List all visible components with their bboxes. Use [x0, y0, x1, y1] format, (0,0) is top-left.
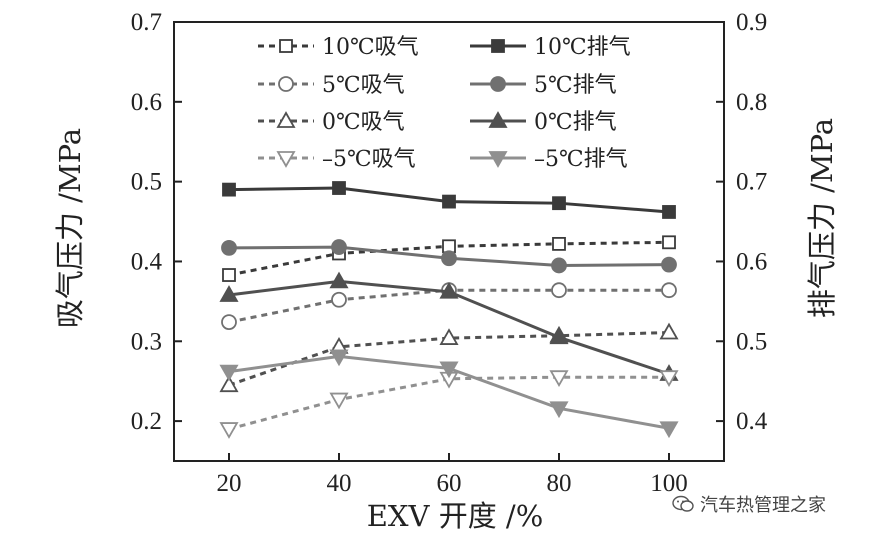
watermark: 汽车热管理之家	[672, 491, 826, 517]
data-point	[219, 364, 239, 382]
data-point	[549, 370, 569, 388]
data-point	[331, 239, 347, 255]
y-right-tick-label: 0.7	[736, 169, 767, 196]
legend-marker	[491, 39, 505, 53]
legend-marker	[276, 151, 296, 168]
x-tick-label: 20	[217, 470, 242, 497]
data-point	[221, 314, 237, 331]
x-axis-title: EXV 开度 /%	[367, 499, 544, 533]
wechat-icon	[672, 495, 694, 512]
legend-marker	[488, 111, 508, 128]
legend-label: 0℃吸气	[322, 110, 405, 135]
y-right-tick-label: 0.9	[736, 9, 767, 36]
legend-entry: 10℃排气	[470, 35, 631, 60]
legend-entry: –5℃排气	[470, 147, 628, 172]
series-1	[222, 235, 676, 282]
data-point	[551, 282, 567, 299]
legend-marker	[276, 111, 296, 128]
y-right-tick-label: 0.5	[736, 328, 767, 355]
axis-titles: EXV 开度 /% 吸气压力 /MPa 排气压力 /MPa	[53, 118, 839, 533]
x-tick-label: 100	[650, 470, 688, 497]
data-point	[662, 235, 676, 250]
y-right-tick-label: 0.6	[736, 248, 767, 275]
watermark-text: 汽车热管理之家	[700, 495, 826, 516]
data-point	[329, 349, 349, 367]
y-right-tick-label: 0.8	[736, 89, 767, 116]
legend-marker	[278, 76, 294, 92]
y-axis-right-title: 排气压力 /MPa	[805, 118, 839, 318]
x-tick-label: 60	[437, 470, 462, 497]
legend-label: 0℃排气	[534, 110, 617, 135]
legend-entry: –5℃吸气	[258, 147, 416, 172]
x-tick-label: 80	[547, 470, 572, 497]
legend-entry: 10℃吸气	[258, 35, 419, 60]
data-point	[551, 257, 567, 274]
ticks-layer: 20 40 60 80 100 0.2 0.3 0.4 0.5 0.6 0.7 0.4 0.5 0.6 0.…	[131, 9, 768, 497]
series-8	[219, 349, 679, 439]
series-4	[221, 239, 677, 274]
data-point	[439, 328, 459, 345]
legend-label: 10℃吸气	[322, 35, 419, 60]
data-point	[552, 196, 566, 211]
data-point	[219, 375, 239, 393]
series-7	[219, 370, 679, 439]
legend-label: –5℃排气	[534, 147, 628, 172]
data-point	[661, 282, 677, 299]
data-point	[329, 392, 349, 410]
legend-marker	[488, 151, 508, 168]
data-point	[549, 327, 569, 345]
data-point	[439, 361, 459, 379]
legend-marker	[490, 76, 506, 92]
y-left-tick-label: 0.2	[131, 408, 162, 435]
data-point	[332, 181, 346, 195]
y-axis-left-title: 吸气压力 /MPa	[53, 128, 87, 328]
y-left-tick-label: 0.4	[131, 248, 163, 275]
y-left-tick-label: 0.5	[131, 169, 162, 196]
series-layer	[219, 181, 679, 439]
data-point	[661, 256, 677, 273]
data-point	[219, 285, 239, 302]
data-point	[439, 281, 459, 299]
data-point	[219, 422, 239, 439]
legend-entry: 0℃吸气	[258, 110, 405, 135]
data-point	[441, 250, 457, 267]
legend-label: 5℃排气	[534, 73, 617, 98]
series-line	[228, 330, 670, 387]
x-tick-label: 40	[327, 470, 352, 497]
data-point	[659, 421, 679, 439]
y-left-tick-label: 0.7	[131, 9, 162, 36]
legend-label: 10℃排气	[534, 35, 631, 60]
y-left-tick-label: 0.3	[131, 328, 162, 355]
data-point	[331, 291, 347, 308]
legend-entry: 5℃排气	[470, 73, 617, 98]
data-point	[552, 236, 566, 251]
data-point	[549, 401, 569, 419]
y-left-tick-label: 0.6	[131, 89, 162, 116]
legend-entry: 0℃排气	[470, 110, 617, 135]
legend: 10℃吸气 10℃排气 5℃吸气 5℃排气 0℃吸气 0℃排气 –5℃吸气 –5℃排气	[258, 35, 631, 172]
data-point	[222, 182, 236, 197]
data-point	[222, 268, 236, 282]
data-point	[221, 239, 237, 256]
data-point	[442, 194, 456, 209]
legend-label: 5℃吸气	[322, 73, 405, 98]
y-right-tick-label: 0.4	[736, 408, 768, 435]
legend-label: –5℃吸气	[322, 147, 416, 172]
data-point	[329, 271, 349, 289]
data-point	[662, 205, 676, 219]
legend-marker	[279, 39, 293, 53]
series-2	[222, 181, 676, 219]
legend-entry: 5℃吸气	[258, 73, 405, 98]
data-point	[659, 322, 679, 340]
data-point	[659, 370, 679, 388]
